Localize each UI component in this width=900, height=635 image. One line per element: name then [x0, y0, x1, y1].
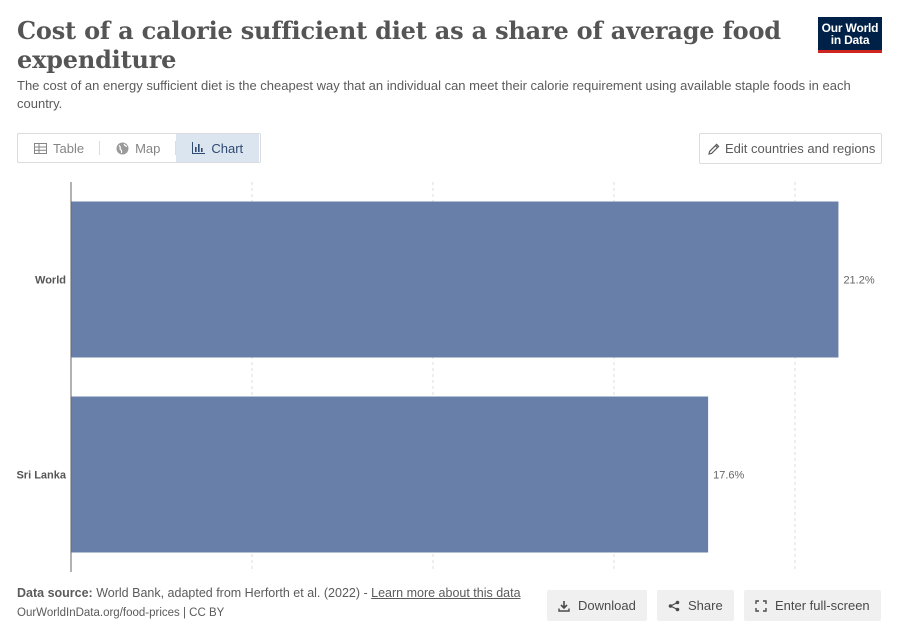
- fullscreen-button[interactable]: Enter full-screen: [744, 590, 881, 621]
- table-icon: [34, 142, 47, 154]
- value-label: 17.6%: [713, 470, 744, 482]
- bar: [71, 396, 709, 553]
- tab-table[interactable]: Table: [18, 134, 101, 162]
- edit-countries-label: Edit countries and regions: [725, 141, 876, 156]
- chart-subtitle: The cost of an energy sufficient diet is…: [17, 78, 851, 111]
- learn-more-link[interactable]: Learn more about this data: [371, 586, 521, 600]
- owid-logo[interactable]: Our World in Data: [818, 17, 882, 53]
- share-label: Share: [688, 598, 723, 613]
- data-source-text: World Bank, adapted from Herforth et al.…: [96, 586, 368, 600]
- download-icon: [558, 600, 570, 612]
- view-tabs: Table Map Chart: [17, 133, 261, 163]
- data-source: Data source: World Bank, adapted from He…: [17, 586, 521, 600]
- data-source-label: Data source:: [17, 586, 93, 600]
- tab-map[interactable]: Map: [100, 134, 177, 162]
- edit-countries-button[interactable]: Edit countries and regions: [699, 133, 882, 164]
- download-button[interactable]: Download: [547, 590, 647, 621]
- chart-icon: [192, 142, 206, 154]
- value-label: 21.2%: [843, 275, 874, 287]
- bar-chart: World 21.2% Sri Lanka 17.6%: [16, 182, 875, 572]
- expand-icon: [755, 599, 767, 612]
- globe-icon: [116, 142, 129, 155]
- category-label: Sri Lanka: [16, 470, 66, 482]
- category-label: World: [35, 275, 66, 287]
- chart-header: Cost of a calorie sufficient diet as a s…: [17, 16, 851, 113]
- tab-chart-label: Chart: [211, 140, 244, 156]
- tab-table-label: Table: [53, 140, 85, 156]
- source-url[interactable]: OurWorldInData.org/food-prices | CC BY: [17, 607, 225, 619]
- fullscreen-label: Enter full-screen: [775, 598, 870, 613]
- download-label: Download: [578, 598, 636, 613]
- chart-title: Cost of a calorie sufficient diet as a s…: [17, 16, 781, 74]
- share-icon: [668, 600, 680, 612]
- logo-line-2: in Data: [830, 33, 870, 47]
- tab-chart[interactable]: Chart: [176, 134, 260, 162]
- share-button[interactable]: Share: [657, 590, 734, 621]
- tab-map-label: Map: [135, 140, 161, 156]
- pencil-icon: [708, 143, 720, 155]
- logo-line-1: Our World: [821, 21, 879, 35]
- bar: [71, 201, 839, 358]
